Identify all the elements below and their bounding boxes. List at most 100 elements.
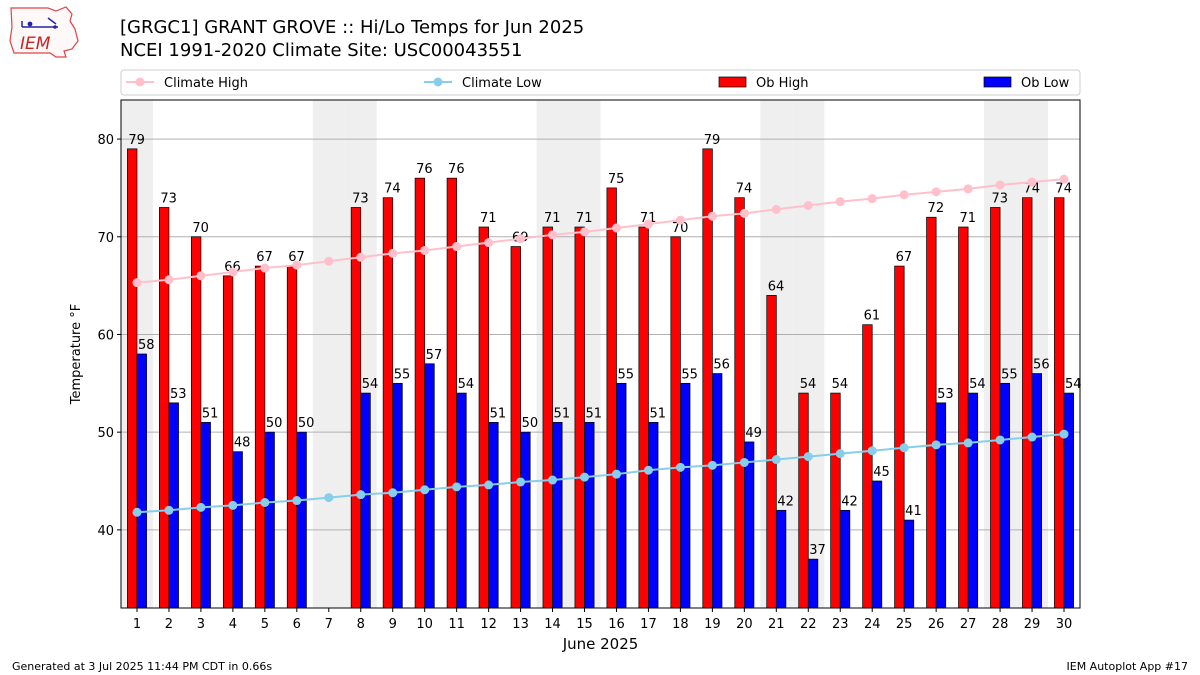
climate-high-point [675, 215, 685, 225]
ob-low-data-label: 45 [873, 465, 890, 480]
climate-high-point [292, 260, 302, 270]
ob-low-data-label: 53 [170, 387, 187, 402]
ob-low-data-label: 55 [394, 367, 411, 382]
x-tick-label: 29 [1024, 617, 1041, 632]
climate-low-point [803, 452, 813, 462]
ob-low-bar [488, 422, 499, 609]
x-tick-label: 6 [293, 617, 301, 632]
climate-high-point [420, 245, 430, 255]
climate-low-point [292, 496, 302, 506]
ob-high-data-label: 74 [1055, 182, 1072, 197]
ob-high-bar [798, 392, 809, 609]
ob-low-bar [616, 382, 627, 609]
climate-high-point [260, 263, 270, 273]
climate-low-line [136, 433, 1065, 514]
x-tick-label: 21 [768, 617, 785, 632]
ob-low-bar [1063, 392, 1074, 609]
x-tick-label: 16 [608, 617, 625, 632]
ob-high-bar [990, 207, 1001, 609]
ob-low-data-label: 55 [1001, 367, 1018, 382]
ob-low-bar [264, 431, 275, 609]
climate-high-point [516, 234, 526, 244]
climate-low-point [580, 472, 590, 482]
ob-high-bar [1022, 197, 1033, 609]
ob-low-bar [967, 392, 979, 609]
ob-high-data-label: 73 [991, 191, 1008, 206]
climate-high-point [611, 223, 621, 233]
chart-title: [GRGC1] GRANT GROVE :: Hi/Lo Temps for J… [120, 17, 585, 38]
ob-low-data-label: 58 [138, 338, 155, 353]
x-tick-label: 15 [576, 617, 593, 632]
ob-high-data-label: 76 [416, 162, 433, 177]
ob-low-data-label: 54 [458, 377, 475, 392]
weekend-shade [312, 100, 345, 608]
x-tick-label: 4 [229, 617, 237, 632]
legend-box [120, 69, 1081, 96]
ob-high-bar [670, 236, 681, 609]
x-tick-label: 19 [704, 617, 721, 632]
climate-low-point [1027, 432, 1037, 442]
ob-low-bar [807, 558, 819, 609]
y-tick-label: 40 [97, 524, 114, 539]
x-tick-label: 8 [357, 617, 365, 632]
ob-high-data-label: 74 [736, 182, 753, 197]
climate-high-point [548, 230, 558, 240]
climate-low-point [867, 446, 877, 456]
x-tick-label: 22 [800, 617, 817, 632]
ob-low-bar [839, 509, 851, 609]
ob-high-bar [894, 265, 905, 609]
ob-low-data-label: 55 [681, 367, 698, 382]
y-axis-label: Temperature °F [69, 304, 84, 405]
ob-high-data-label: 74 [384, 182, 401, 197]
x-tick-label: 7 [325, 617, 333, 632]
logo-text: IEM [20, 34, 51, 54]
ob-high-bar [414, 177, 426, 609]
ob-high-bar [1054, 197, 1065, 609]
ob-low-bar [136, 353, 147, 609]
climate-high-point [803, 201, 813, 211]
climate-low-point [1059, 429, 1069, 439]
ob-high-bar [766, 295, 777, 609]
ob-low-bar [712, 373, 723, 609]
climate-low-point [643, 465, 653, 475]
climate-high-point [931, 187, 941, 197]
ob-low-bar [456, 392, 467, 609]
chart-subtitle: NCEI 1991-2020 Climate Site: USC00043551 [120, 40, 523, 61]
climate-high-point [452, 242, 462, 252]
climate-high-point [580, 227, 590, 237]
ob-high-data-label: 54 [832, 377, 849, 392]
climate-high-point [963, 184, 973, 194]
ob-low-data-label: 55 [617, 367, 634, 382]
ob-low-data-label: 57 [426, 348, 443, 363]
legend-climate-low-label: Climate Low [462, 76, 542, 91]
x-tick-label: 2 [165, 617, 173, 632]
ob-high-data-label: 70 [192, 221, 209, 236]
climate-low-point [196, 502, 206, 512]
ob-high-data-label: 71 [576, 211, 593, 226]
ob-low-data-label: 49 [745, 426, 762, 441]
ob-low-data-label: 54 [969, 377, 986, 392]
climate-high-point [995, 180, 1005, 190]
ob-low-data-label: 51 [202, 406, 219, 421]
climate-high-point [899, 190, 909, 200]
ob-high-bar [159, 207, 170, 609]
climate-low-point [995, 435, 1005, 445]
x-tick-label: 28 [992, 617, 1009, 632]
generated-timestamp: Generated at 3 Jul 2025 11:44 PM CDT in … [12, 660, 273, 673]
ob-high-bar [606, 187, 617, 609]
ob-high-bar [830, 392, 841, 609]
ob-low-bar [999, 382, 1011, 609]
ob-high-data-label: 67 [256, 250, 273, 265]
climate-high-point [643, 219, 653, 229]
ob-low-bar [1031, 373, 1042, 609]
ob-high-data-label: 74 [1023, 182, 1040, 197]
climate-high-point [356, 252, 366, 262]
ob-high-data-label: 67 [896, 250, 913, 265]
ob-high-bar [510, 246, 521, 609]
ob-low-data-label: 51 [554, 406, 571, 421]
ob-high-bar [222, 275, 234, 609]
ob-low-data-label: 41 [905, 504, 922, 519]
ob-high-bar [127, 148, 138, 609]
ob-low-data-label: 53 [937, 387, 954, 402]
climate-low-point [388, 488, 398, 498]
